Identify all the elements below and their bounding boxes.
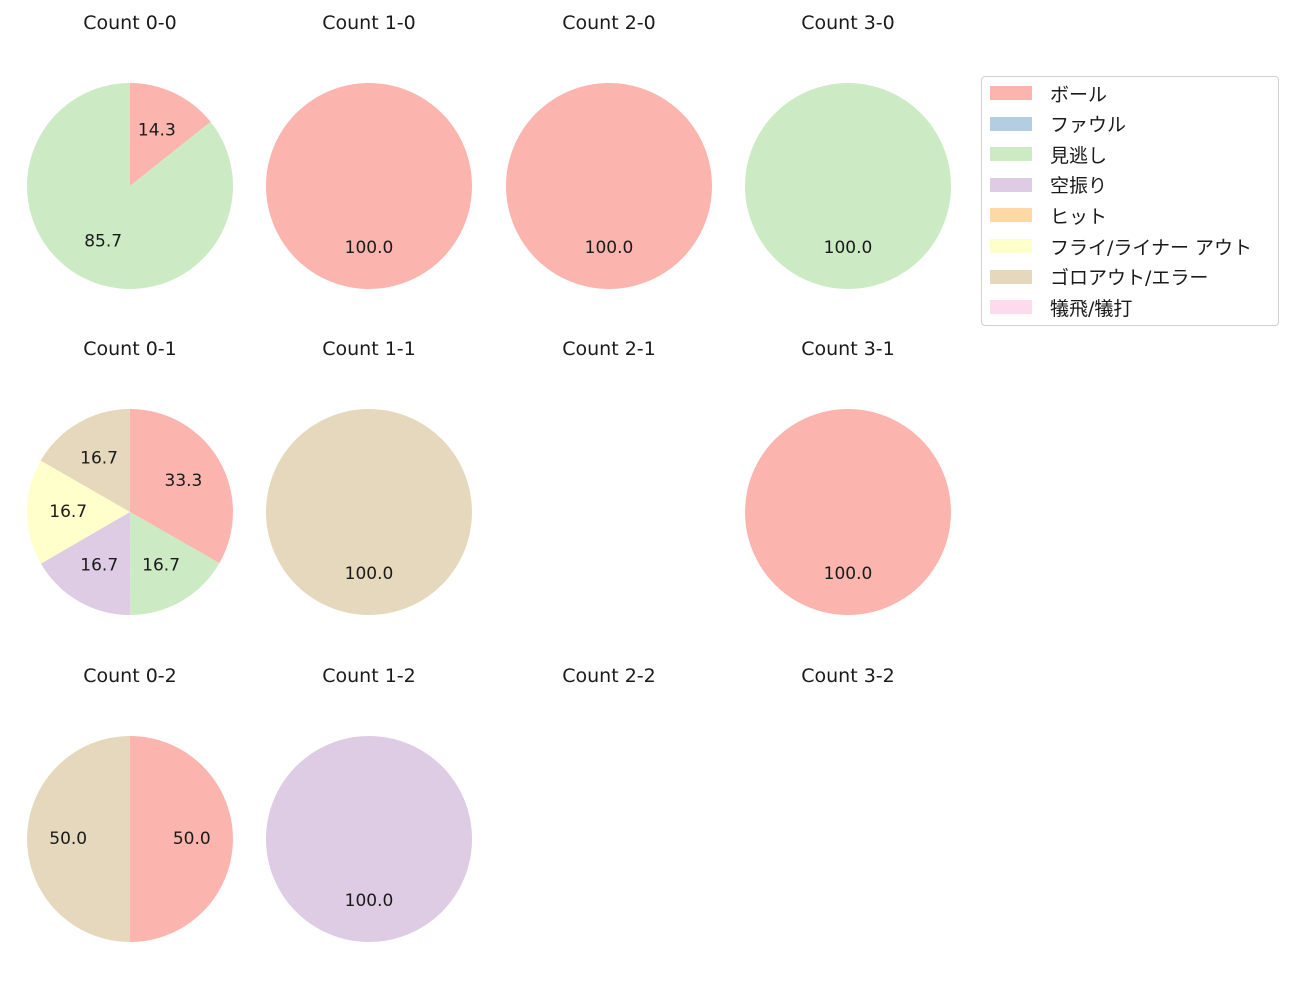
legend-swatch [990, 86, 1032, 100]
legend-item: フライ/ライナー アウト [990, 231, 1252, 261]
pie-slice [266, 409, 472, 615]
pie-slice [130, 83, 211, 186]
pie-slice [27, 83, 234, 290]
slice-label: 100.0 [824, 238, 873, 258]
slice-label: 16.7 [142, 555, 180, 575]
chart-title: Count 3-0 [801, 12, 895, 34]
legend-label: 犠飛/犠打 [1050, 297, 1133, 320]
slice-label: 100.0 [345, 238, 394, 258]
legend-swatch [990, 300, 1032, 315]
pie-slice [27, 736, 130, 942]
pie-chart: Count 2-1 [562, 338, 656, 360]
slice-label: 100.0 [824, 564, 873, 584]
pie-chart: Count 0-1 33.3 16.7 16.7 16.7 16.7 [26, 338, 233, 615]
legend: ボールファウル見逃し空振りヒットフライ/ライナー アウト ゴロアウト/エラー 犠飛/… [981, 76, 1279, 326]
chart-title: Count 1-0 [322, 12, 416, 34]
chart-title: Count 3-1 [801, 338, 895, 360]
legend-label: 見逃し [1050, 144, 1108, 167]
legend-label: ゴロアウト/エラー [1050, 267, 1209, 290]
pie-chart: Count 2-0 100.0 [506, 12, 712, 289]
pie-slice [130, 512, 220, 615]
pie-chart: Count 1-2 100.0 [266, 665, 472, 942]
chart-title: Count 1-1 [322, 338, 416, 360]
legend-swatch [990, 269, 1032, 284]
slice-label: 14.3 [138, 120, 176, 140]
pie-slice [266, 736, 472, 942]
slice-label: 85.7 [84, 232, 122, 252]
pie-chart: Count 1-0 100.0 [266, 12, 472, 289]
slice-label: 100.0 [345, 891, 394, 911]
slice-label: 16.7 [80, 556, 118, 576]
pie-slice [40, 512, 131, 615]
pie-chart: Count 2-2 [562, 665, 656, 687]
pie-slice [26, 460, 130, 564]
slice-label: 50.0 [173, 829, 211, 849]
slice-label: 100.0 [345, 564, 394, 584]
pie-slice [745, 409, 951, 615]
chart-title: Count 3-2 [801, 665, 895, 687]
pie-slice [130, 409, 233, 564]
pie-slice [745, 83, 951, 289]
pie-slice [266, 83, 472, 289]
legend-item: 犠飛/犠打 [990, 292, 1132, 322]
legend-item: ファウル [990, 109, 1126, 139]
slice-label: 50.0 [49, 829, 87, 849]
chart-title: Count 1-2 [322, 665, 416, 687]
slice-label: 33.3 [165, 471, 203, 491]
legend-item: ヒット [990, 200, 1107, 230]
chart-title: Count 2-1 [562, 338, 656, 360]
legend-swatch [990, 208, 1032, 223]
legend-item: 見逃し [990, 139, 1107, 169]
pie-chart: Count 0-2 50.0 50.0 [27, 665, 233, 942]
legend-label: 空振り [1050, 175, 1108, 198]
legend-item: 空振り [990, 170, 1107, 200]
legend-item: ボール [990, 78, 1107, 108]
chart-title: Count 2-2 [562, 665, 656, 687]
slice-label: 16.7 [49, 502, 87, 522]
slice-label: 16.7 [80, 448, 118, 468]
legend-swatch [990, 147, 1032, 162]
pie-chart: Count 3-2 [801, 665, 895, 687]
legend-label: ボール [1050, 83, 1108, 106]
legend-swatch [990, 177, 1032, 192]
pie-chart: Count 0-0 14.3 85.7 [27, 12, 234, 290]
pie-slice [40, 409, 130, 512]
chart-title: Count 0-2 [83, 665, 177, 687]
pie-chart: Count 3-0 100.0 [745, 12, 951, 289]
pie-slice [506, 83, 712, 289]
chart-title: Count 2-0 [562, 12, 656, 34]
slice-label: 100.0 [585, 238, 634, 258]
chart-title: Count 0-0 [83, 12, 177, 34]
legend-label: フライ/ライナー アウト [1050, 236, 1253, 259]
chart-title: Count 0-1 [83, 338, 177, 360]
legend-swatch [990, 116, 1032, 131]
legend-label: ファウル [1050, 114, 1127, 137]
pie-chart: Count 1-1 100.0 [266, 338, 472, 615]
legend-label: ヒット [1050, 205, 1108, 228]
pie-slice [130, 736, 233, 942]
legend-item: ゴロアウト/エラー [990, 262, 1208, 292]
pie-chart: Count 3-1 100.0 [745, 338, 951, 615]
legend-swatch [990, 239, 1032, 253]
